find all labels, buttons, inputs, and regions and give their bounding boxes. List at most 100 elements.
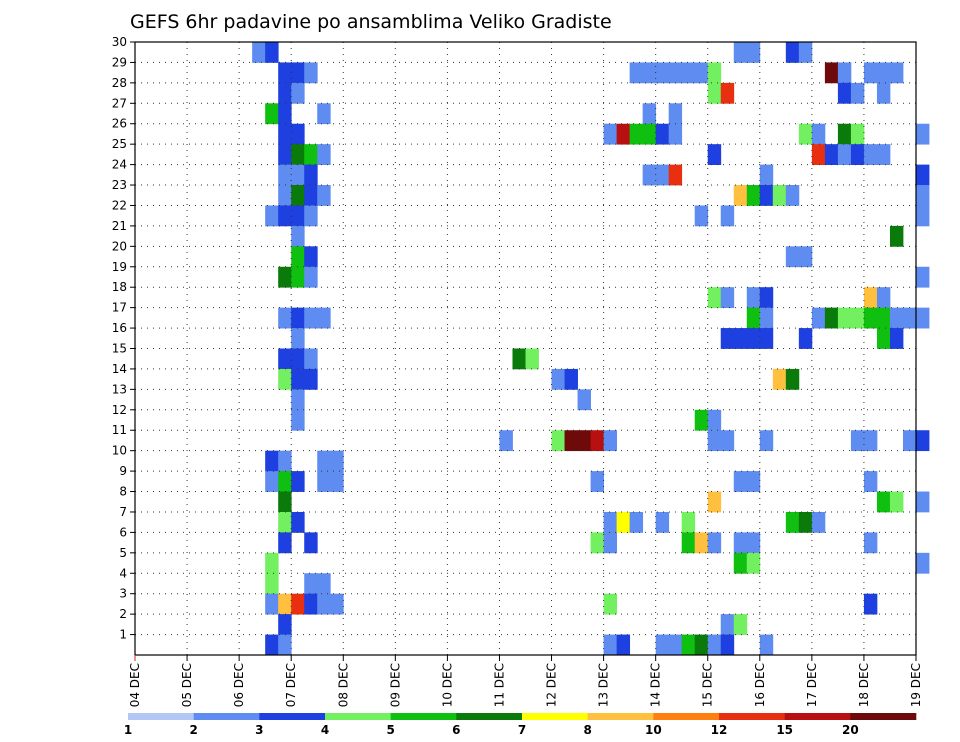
heatmap-cell: [642, 103, 657, 125]
heatmap-cell: [837, 123, 852, 145]
heatmap-cell: [916, 123, 930, 145]
x-tick-label: 07 DEC: [284, 663, 298, 707]
heatmap-cell: [577, 389, 591, 411]
heatmap-cell: [889, 225, 904, 247]
heatmap-cell: [746, 42, 761, 63]
heatmap-cell: [824, 307, 839, 329]
heatmap-cell: [330, 471, 344, 492]
y-tick-label: 21: [112, 219, 127, 233]
heatmap-cell: [759, 328, 774, 349]
colorbar-swatch: [390, 713, 457, 720]
heatmap-cell: [811, 307, 826, 329]
heatmap-cell: [252, 42, 266, 63]
heatmap-cell: [291, 348, 305, 370]
heatmap-cell: [811, 144, 826, 165]
y-tick-label: 6: [119, 525, 127, 539]
heatmap-cell: [317, 185, 331, 206]
heatmap-cell: [798, 42, 813, 63]
heatmap-cell: [733, 328, 748, 349]
heatmap-cell: [577, 430, 591, 452]
colorbar-swatch: [128, 713, 194, 720]
heatmap-cell: [291, 328, 305, 349]
x-tick-label: 05 DEC: [180, 663, 194, 707]
colorbar-swatch: [325, 713, 391, 720]
heatmap-cell: [616, 511, 631, 533]
heatmap-cell: [681, 511, 696, 533]
heatmap-cell: [317, 103, 331, 125]
heatmap-cell: [642, 123, 657, 145]
heatmap-cell: [265, 42, 279, 63]
y-tick-label: 27: [112, 96, 127, 110]
heatmap-cell: [876, 328, 891, 349]
heatmap-cell: [759, 287, 774, 309]
heatmap-cell: [863, 593, 878, 615]
x-tick-label: 15 DEC: [701, 663, 715, 707]
heatmap-cell: [876, 82, 891, 104]
heatmap-cell: [304, 144, 318, 165]
heatmap-cell: [863, 62, 878, 84]
heatmap-cell: [916, 266, 930, 288]
heatmap-cell: [733, 42, 748, 63]
colorbar-swatch: [850, 713, 917, 720]
colorbar-swatch: [259, 713, 326, 720]
heatmap-cell: [291, 246, 305, 268]
heatmap-cell: [265, 205, 279, 227]
heatmap-cell: [876, 491, 891, 513]
heatmap-cell: [603, 634, 618, 656]
y-tick-label: 28: [112, 76, 127, 90]
heatmap-cell: [916, 491, 930, 513]
heatmap-cell: [655, 123, 670, 145]
heatmap-cell: [863, 307, 878, 329]
heatmap-cell: [798, 328, 813, 349]
colorbar: 1 2 3 4 5 6 7 8 10 12 15 20: [124, 713, 917, 737]
x-tick-label: 19 DEC: [909, 663, 923, 707]
grid-lines: [135, 42, 916, 655]
heatmap-cell: [265, 552, 279, 574]
heatmap-cell: [681, 532, 696, 554]
heatmap-cell: [707, 491, 722, 513]
heatmap-cell: [746, 185, 761, 206]
heatmap-cell: [317, 307, 331, 329]
heatmap-cell: [291, 82, 305, 104]
heatmap-cell: [720, 205, 735, 227]
heatmap-cell: [720, 328, 735, 349]
heatmap-cell: [291, 368, 305, 390]
heatmap-cell: [889, 328, 904, 349]
x-tick-label: 11 DEC: [492, 663, 506, 707]
heatmap-cell: [278, 614, 292, 635]
heatmap-cell: [278, 144, 292, 165]
heatmap-cell: [785, 42, 800, 63]
heatmap-cell: [837, 62, 852, 84]
heatmap-cell: [876, 62, 891, 84]
heatmap-cell: [278, 185, 292, 206]
y-tick-label: 29: [112, 55, 127, 69]
heatmap-cell: [304, 246, 318, 268]
heatmap-cell: [655, 164, 670, 186]
heatmap-cell: [824, 144, 839, 165]
y-tick-label: 23: [112, 178, 127, 192]
heatmap-cell: [733, 471, 748, 492]
y-tick-label: 16: [112, 321, 127, 335]
x-tick-label: 06 DEC: [232, 663, 246, 707]
heatmap-cell: [304, 368, 318, 390]
heatmap-cell: [330, 450, 344, 472]
colorbar-swatch: [587, 713, 654, 720]
heatmap-cell: [278, 368, 292, 390]
heatmap-cell: [317, 450, 331, 472]
x-tick-label: 16 DEC: [753, 663, 767, 707]
heatmap-cell: [707, 287, 722, 309]
heatmap-cell: [655, 511, 670, 533]
heatmap-cell: [642, 164, 657, 186]
y-tick-label: 17: [112, 301, 127, 315]
heatmap-cell: [876, 144, 891, 165]
heatmap-cell: [850, 144, 865, 165]
colorbar-label: 15: [776, 723, 793, 737]
heatmap-cell: [850, 430, 865, 452]
heatmap-cell: [759, 185, 774, 206]
heatmap-cell: [629, 123, 644, 145]
heatmap-cell: [916, 164, 930, 186]
heatmap-cell: [889, 491, 904, 513]
y-tick-label: 20: [112, 239, 127, 253]
heatmap-cell: [304, 348, 318, 370]
heatmap-cell: [668, 634, 683, 656]
